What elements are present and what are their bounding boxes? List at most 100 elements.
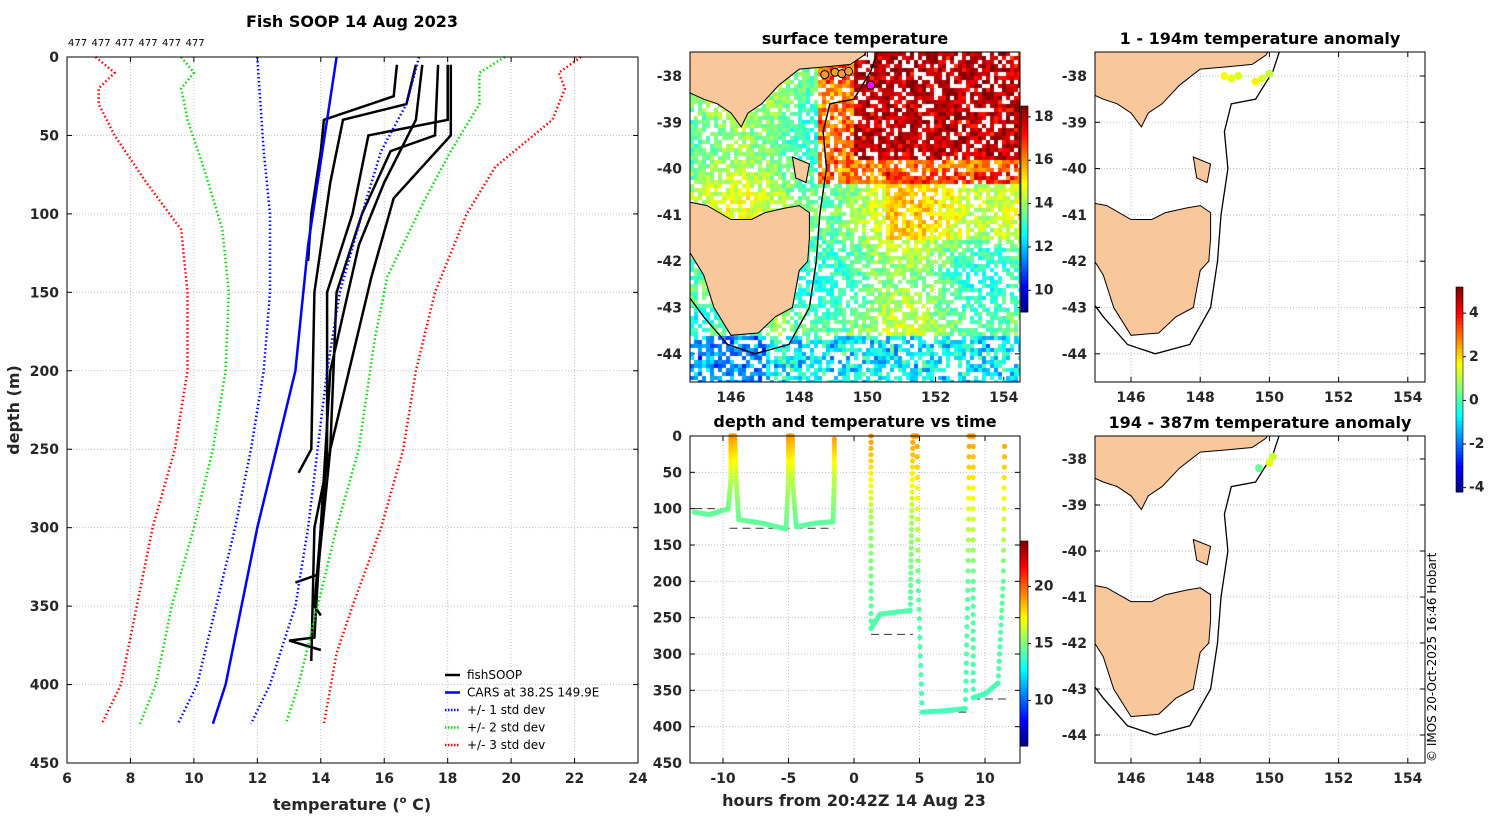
colorbar-segment bbox=[1456, 461, 1463, 466]
colorbar-segment bbox=[1021, 136, 1028, 141]
colorbar-segment bbox=[1021, 267, 1028, 272]
x-tick-label: 22 bbox=[565, 771, 584, 787]
track-point bbox=[970, 645, 976, 651]
colorbar-segment bbox=[1456, 440, 1463, 445]
colorbar-segment bbox=[1020, 575, 1028, 580]
colorbar-segment bbox=[1021, 164, 1028, 169]
colorbar-segment bbox=[1020, 739, 1028, 744]
track-point bbox=[909, 495, 915, 501]
y-tick-label: 50 bbox=[40, 128, 60, 144]
colorbar-segment bbox=[1020, 592, 1028, 597]
colorbar-segment bbox=[1456, 454, 1463, 459]
ship-track-point bbox=[820, 70, 830, 80]
x-tick-label: 150 bbox=[853, 390, 882, 406]
y-tick-label: 450 bbox=[653, 756, 682, 772]
colorbar-segment bbox=[1021, 116, 1028, 121]
colorbar-tick-label: 18 bbox=[1034, 109, 1053, 125]
track-point bbox=[970, 653, 976, 659]
colorbar-segment bbox=[1021, 219, 1028, 224]
colorbar-segment bbox=[1021, 202, 1028, 207]
colorbar-segment bbox=[1020, 677, 1028, 682]
colorbar-segment bbox=[1020, 616, 1028, 621]
track-point bbox=[868, 495, 874, 501]
track-point bbox=[970, 595, 976, 601]
colorbar-segment bbox=[1456, 403, 1463, 408]
colorbar-segment bbox=[1021, 191, 1028, 196]
track-point bbox=[1000, 557, 1007, 564]
colorbar-segment bbox=[1020, 578, 1028, 583]
track-point bbox=[914, 464, 920, 470]
track-point bbox=[996, 665, 1002, 672]
x-tick-label: 18 bbox=[438, 771, 457, 787]
profile-count-label: 477 bbox=[186, 38, 205, 49]
tasmania-land bbox=[1095, 202, 1212, 336]
y-tick-label: -40 bbox=[1062, 162, 1088, 178]
track-point bbox=[908, 526, 915, 533]
colorbar-segment bbox=[1020, 619, 1028, 624]
colorbar-segment bbox=[1021, 226, 1028, 231]
track-point bbox=[996, 658, 1002, 664]
colorbar-segment bbox=[1020, 571, 1028, 576]
colorbar-segment bbox=[1021, 236, 1028, 241]
colorbar-tick-label: 20 bbox=[1034, 579, 1054, 595]
track-point bbox=[916, 606, 922, 612]
y-tick-label: -38 bbox=[1062, 452, 1087, 468]
y-tick-label: -38 bbox=[1062, 69, 1087, 85]
y-tick-label: -40 bbox=[657, 162, 683, 178]
track-point bbox=[915, 547, 921, 553]
tasmania-land bbox=[1095, 585, 1212, 718]
colorbar-segment bbox=[1456, 474, 1463, 479]
colorbar-segment bbox=[1456, 345, 1463, 349]
track-point bbox=[909, 489, 915, 495]
depth-time-track bbox=[691, 433, 1012, 715]
track-point bbox=[1001, 474, 1007, 481]
colorbar-segment bbox=[1021, 294, 1028, 299]
x-tick-label: 148 bbox=[1186, 390, 1215, 406]
x-tick-label: 0 bbox=[849, 771, 859, 787]
track-point bbox=[909, 470, 915, 476]
track-point bbox=[916, 616, 922, 622]
colorbar-segment bbox=[1456, 379, 1463, 384]
y-tick-label: 50 bbox=[663, 465, 683, 481]
legend-entry: fishSOOP bbox=[467, 668, 522, 682]
y-tick-label: -39 bbox=[1062, 115, 1087, 131]
y-tick-label: 300 bbox=[30, 521, 59, 537]
y-tick-label: 0 bbox=[49, 50, 59, 66]
track-point bbox=[909, 508, 915, 514]
track-point bbox=[1001, 506, 1007, 512]
colorbar-segment bbox=[1021, 119, 1028, 124]
colorbar-segment bbox=[1021, 209, 1028, 213]
colorbar-segment bbox=[1456, 457, 1463, 462]
std-dev-line bbox=[284, 55, 506, 725]
colorbar-segment bbox=[1021, 284, 1028, 289]
colorbar-tick-label: -2 bbox=[1469, 436, 1485, 452]
track-point bbox=[964, 624, 970, 630]
track-point bbox=[970, 506, 976, 512]
colorbar-segment bbox=[1021, 154, 1028, 158]
y-tick-label: -44 bbox=[1062, 728, 1088, 744]
profile-x-axis-label: temperature (o C) bbox=[273, 795, 431, 814]
x-tick-label: 152 bbox=[921, 390, 950, 406]
track-point bbox=[965, 557, 971, 564]
track-point bbox=[999, 607, 1005, 614]
x-tick-label: 154 bbox=[1393, 390, 1422, 406]
track-point bbox=[998, 629, 1004, 635]
track-point bbox=[970, 485, 976, 491]
y-tick-label: -43 bbox=[1062, 301, 1087, 317]
std-dev-line bbox=[322, 55, 582, 725]
track-point bbox=[868, 610, 874, 617]
colorbar-segment bbox=[1020, 650, 1028, 655]
depth-time-x-label: hours from 20:42Z 14 Aug 23 bbox=[722, 791, 986, 810]
colorbar-segment bbox=[1456, 314, 1463, 319]
track-point bbox=[970, 603, 976, 609]
legend-entry: CARS at 38.2S 149.9E bbox=[467, 686, 599, 700]
colorbar-segment bbox=[1020, 585, 1028, 590]
colorbar-tick-label: 10 bbox=[1034, 692, 1054, 708]
colorbar-segment bbox=[1456, 488, 1463, 493]
sst_map-title: surface temperature bbox=[762, 29, 949, 48]
y-tick-label: 200 bbox=[653, 574, 682, 590]
track-point bbox=[908, 570, 914, 576]
colorbar-segment bbox=[1456, 328, 1463, 332]
track-point bbox=[970, 578, 976, 584]
profile-count-label: 477 bbox=[92, 38, 111, 49]
